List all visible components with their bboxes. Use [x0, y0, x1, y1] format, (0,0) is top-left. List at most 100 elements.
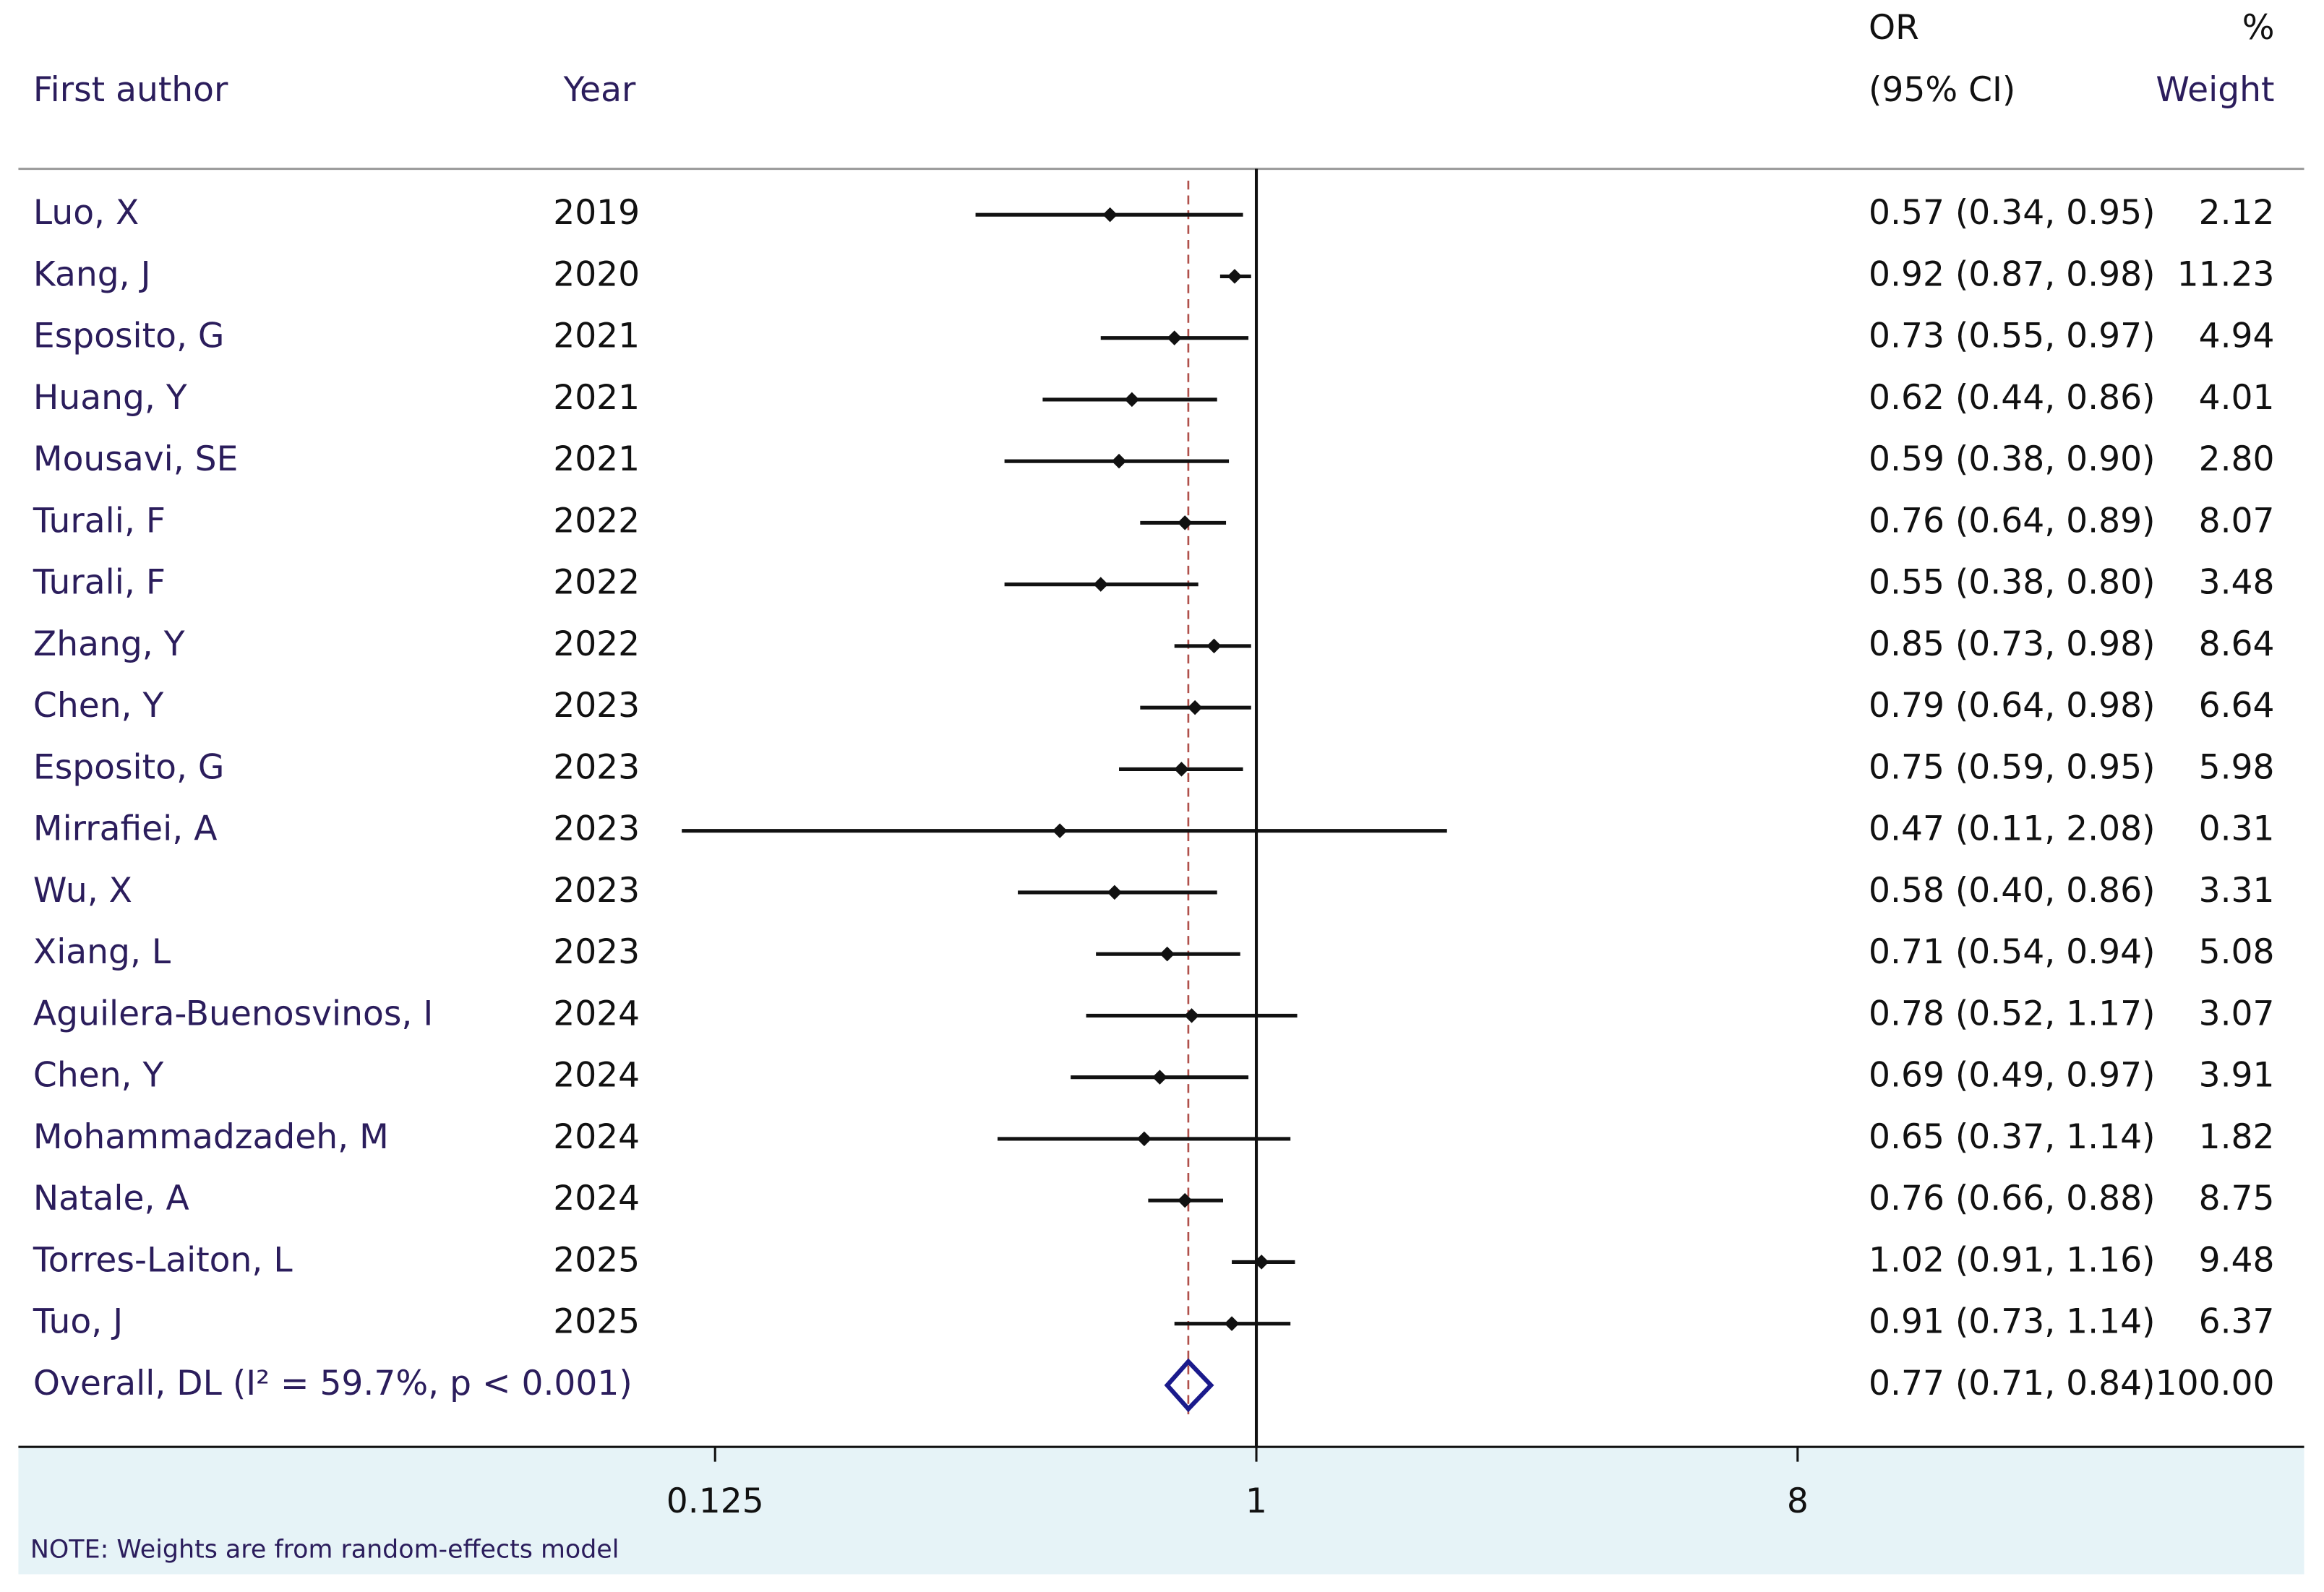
study-year: 2021 — [553, 317, 640, 356]
weight-label: 3.31 — [2199, 871, 2275, 911]
point-estimate — [1227, 269, 1243, 284]
point-estimate — [1224, 1316, 1240, 1331]
study-year: 2024 — [553, 1117, 640, 1157]
study-author: Chen, Y — [33, 686, 164, 726]
study-year: 2020 — [553, 254, 640, 294]
weight-label: 1.82 — [2199, 1117, 2275, 1157]
ci-label: 0.79 (0.64, 0.98) — [1869, 686, 2156, 726]
study-year: 2022 — [553, 501, 640, 541]
study-author: Wu, X — [33, 871, 132, 911]
ci-label: 0.65 (0.37, 1.14) — [1869, 1117, 2156, 1157]
overall-name: Overall, DL (I² = 59.7%, p < 0.001) — [33, 1364, 633, 1403]
ci-label: 0.62 (0.44, 0.86) — [1869, 378, 2156, 418]
point-estimate — [1159, 946, 1175, 962]
point-estimate — [1187, 700, 1203, 715]
study-year: 2023 — [553, 871, 640, 911]
study-author: Turali, F — [33, 501, 166, 541]
study-author: Mousavi, SE — [33, 439, 238, 479]
point-estimate — [1206, 638, 1222, 654]
x-tick-label: 0.125 — [666, 1481, 764, 1521]
point-estimate — [1093, 577, 1108, 592]
study-author: Esposito, G — [33, 747, 225, 787]
weight-label: 3.91 — [2199, 1056, 2275, 1096]
study-year: 2023 — [553, 686, 640, 726]
overall-ci-label: 0.77 (0.71, 0.84) — [1869, 1364, 2156, 1403]
weight-label: 11.23 — [2177, 254, 2275, 294]
ci-label: 0.71 (0.54, 0.94) — [1869, 932, 2156, 972]
study-year: 2023 — [553, 747, 640, 787]
ci-label: 0.55 (0.38, 0.80) — [1869, 563, 2156, 603]
point-estimate — [1167, 330, 1182, 345]
study-year: 2023 — [553, 932, 640, 972]
header-weight: Weight — [2156, 70, 2274, 110]
study-author: Zhang, Y — [33, 624, 185, 664]
ci-label: 0.73 (0.55, 0.97) — [1869, 317, 2156, 356]
study-year: 2024 — [553, 1179, 640, 1218]
study-author: Huang, Y — [33, 378, 187, 418]
study-author: Torres-Laiton, L — [33, 1240, 293, 1280]
header-ci: (95% CI) — [1869, 70, 2015, 110]
point-estimate — [1136, 1131, 1152, 1147]
overall-diamond — [1164, 1358, 1214, 1413]
ci-label: 1.02 (0.91, 1.16) — [1869, 1240, 2156, 1280]
header-author: First author — [33, 70, 228, 110]
study-author: Tuo, J — [33, 1302, 123, 1342]
weight-label: 2.12 — [2199, 193, 2275, 233]
header-year: Year — [563, 70, 636, 110]
ci-label: 0.75 (0.59, 0.95) — [1869, 747, 2156, 787]
study-author: Mirrafiei, A — [33, 809, 218, 849]
study-author: Esposito, G — [33, 317, 225, 356]
ci-label: 0.69 (0.49, 0.97) — [1869, 1056, 2156, 1096]
weight-label: 4.94 — [2199, 317, 2275, 356]
weight-label: 3.48 — [2199, 563, 2275, 603]
point-estimate — [1052, 823, 1068, 838]
study-year: 2021 — [553, 439, 640, 479]
study-year: 2022 — [553, 563, 640, 603]
ci-label: 0.58 (0.40, 0.86) — [1869, 871, 2156, 911]
study-author: Luo, X — [33, 193, 139, 233]
axis-background — [18, 1447, 2304, 1575]
weight-label: 4.01 — [2199, 378, 2275, 418]
weight-label: 6.37 — [2199, 1302, 2275, 1342]
ci-label: 0.92 (0.87, 0.98) — [1869, 254, 2156, 294]
study-author: Natale, A — [33, 1179, 189, 1218]
ci-label: 0.91 (0.73, 1.14) — [1869, 1302, 2156, 1342]
ci-label: 0.78 (0.52, 1.17) — [1869, 994, 2156, 1033]
point-estimate — [1177, 515, 1193, 530]
study-author: Xiang, L — [33, 932, 171, 972]
point-estimate — [1177, 1192, 1193, 1208]
point-estimate — [1152, 1070, 1167, 1085]
weight-label: 8.07 — [2199, 501, 2275, 541]
study-year: 2024 — [553, 994, 640, 1033]
study-year: 2022 — [553, 624, 640, 664]
study-author: Kang, J — [33, 254, 151, 294]
study-author: Mohammadzadeh, M — [33, 1117, 389, 1157]
study-author: Aguilera-Buenosvinos, I — [33, 994, 433, 1033]
weight-label: 0.31 — [2199, 809, 2275, 849]
point-estimate — [1111, 453, 1127, 469]
weight-label: 8.64 — [2199, 624, 2275, 664]
header-or: OR — [1869, 8, 1919, 48]
weight-label: 2.80 — [2199, 439, 2275, 479]
weight-label: 5.98 — [2199, 747, 2275, 787]
study-year: 2023 — [553, 809, 640, 849]
ci-label: 0.85 (0.73, 0.98) — [1869, 624, 2156, 664]
x-tick-label: 1 — [1245, 1481, 1267, 1521]
study-year: 2024 — [553, 1056, 640, 1096]
weight-label: 5.08 — [2199, 932, 2275, 972]
point-estimate — [1124, 392, 1140, 408]
weight-label: 9.48 — [2199, 1240, 2275, 1280]
weight-label: 8.75 — [2199, 1179, 2275, 1218]
point-estimate — [1102, 207, 1118, 223]
study-year: 2021 — [553, 378, 640, 418]
ci-label: 0.76 (0.66, 0.88) — [1869, 1179, 2156, 1218]
ci-label: 0.59 (0.38, 0.90) — [1869, 439, 2156, 479]
header-pct: % — [2242, 8, 2275, 48]
study-author: Turali, F — [33, 563, 166, 603]
overall-weight: 100.00 — [2156, 1364, 2275, 1403]
note: NOTE: Weights are from random-effects mo… — [30, 1536, 619, 1565]
point-estimate — [1174, 762, 1189, 777]
x-tick-label: 8 — [1787, 1481, 1809, 1521]
